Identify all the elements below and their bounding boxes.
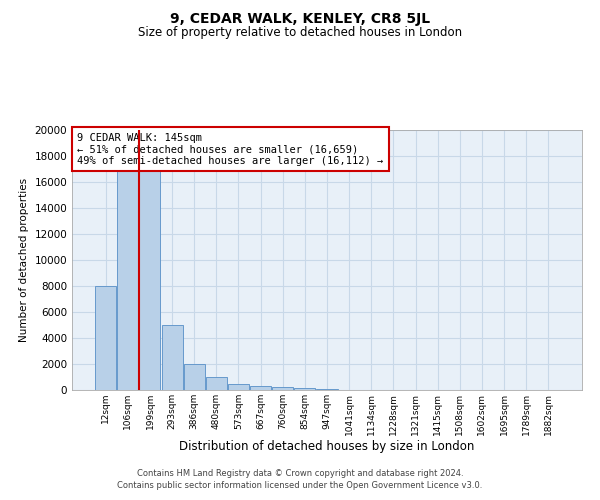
Bar [316,388,338,390]
Bar [228,384,249,390]
Bar [161,325,182,390]
Text: 9 CEDAR WALK: 145sqm
← 51% of detached houses are smaller (16,659)
49% of semi-d: 9 CEDAR WALK: 145sqm ← 51% of detached h… [77,132,383,166]
Text: Contains HM Land Registry data © Crown copyright and database right 2024.
Contai: Contains HM Land Registry data © Crown c… [118,468,482,490]
Text: Size of property relative to detached houses in London: Size of property relative to detached ho… [138,26,462,39]
Bar [295,388,316,390]
Bar [95,286,116,390]
Bar [206,377,227,390]
Bar [139,143,160,390]
Bar [250,386,271,390]
Bar [184,364,205,390]
X-axis label: Distribution of detached houses by size in London: Distribution of detached houses by size … [179,440,475,454]
Bar [118,143,139,390]
Y-axis label: Number of detached properties: Number of detached properties [19,178,29,342]
Text: 9, CEDAR WALK, KENLEY, CR8 5JL: 9, CEDAR WALK, KENLEY, CR8 5JL [170,12,430,26]
Bar [272,388,293,390]
